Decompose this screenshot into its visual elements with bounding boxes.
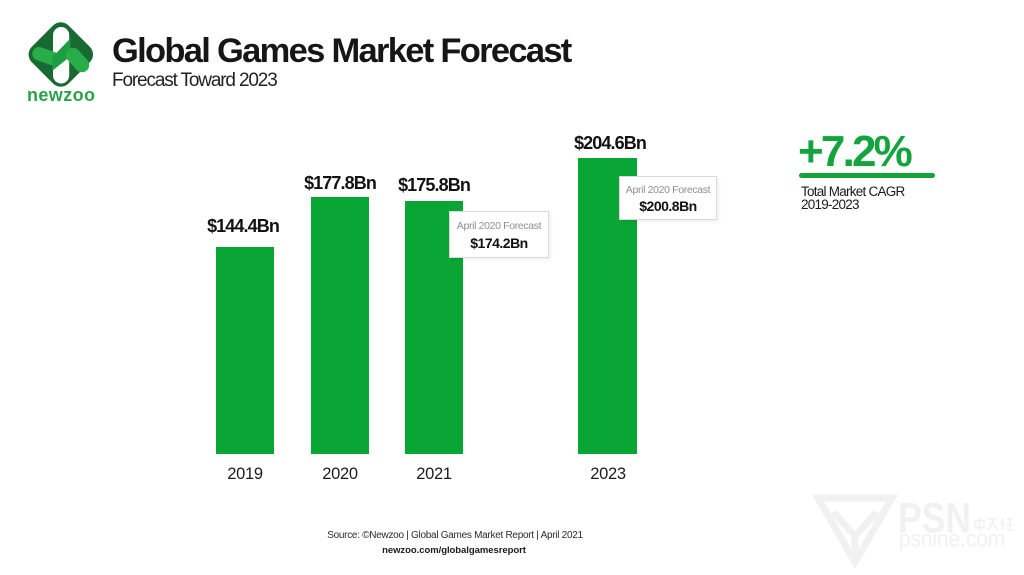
svg-text:PSN: PSN (898, 495, 971, 543)
svg-text:psnine.com: psnine.com (899, 526, 1005, 552)
